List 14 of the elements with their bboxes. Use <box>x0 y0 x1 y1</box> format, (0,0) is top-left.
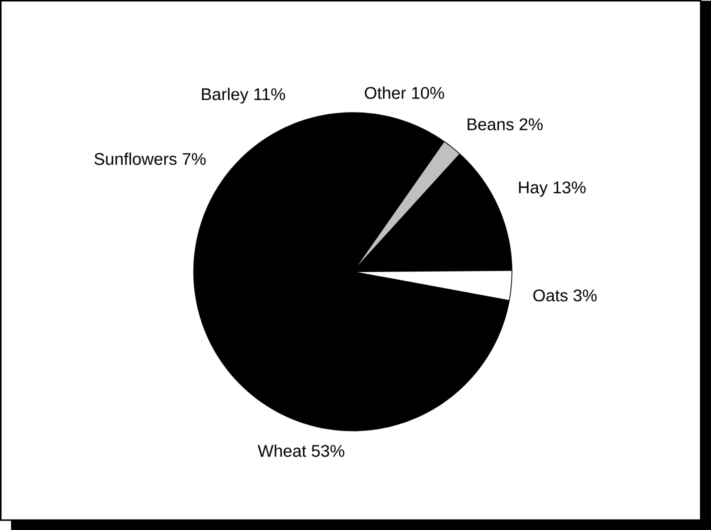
data-label: 3% <box>574 289 597 302</box>
slice-label: Beans <box>468 118 514 130</box>
data-label: 13% <box>554 181 586 194</box>
slice-label: Barley <box>202 88 248 104</box>
data-label: 10% <box>412 86 444 99</box>
slice-label: Oats <box>533 289 568 302</box>
data-label: 11% <box>254 88 286 100</box>
slice-label: Hay <box>519 181 548 197</box>
data-label: 53% <box>312 444 344 457</box>
slice-label: Wheat <box>258 444 306 457</box>
slice-label: Sunflowers <box>94 152 177 165</box>
data-label: 2% <box>520 118 543 130</box>
data-label: 7% <box>182 152 206 165</box>
slice-label: Other <box>364 86 406 99</box>
